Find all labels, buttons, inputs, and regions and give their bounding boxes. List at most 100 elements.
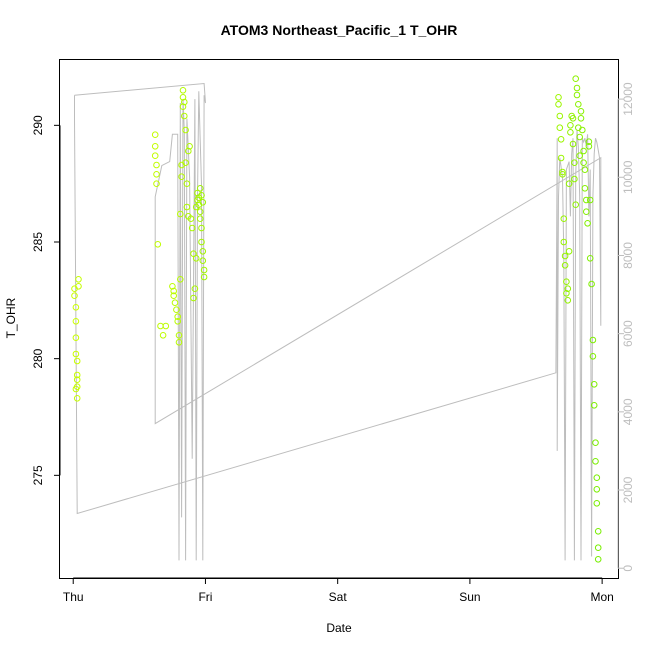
data-point bbox=[188, 224, 196, 232]
chart-title: ATOM3 Northeast_Pacific_1 T_OHR bbox=[221, 22, 458, 38]
data-point bbox=[191, 285, 199, 293]
data-point bbox=[577, 115, 585, 122]
data-point bbox=[73, 357, 81, 365]
data-point bbox=[177, 276, 184, 283]
data-point bbox=[577, 108, 585, 115]
data-point bbox=[175, 332, 183, 339]
data-point bbox=[569, 115, 577, 122]
data-point bbox=[563, 290, 570, 297]
data-point bbox=[75, 276, 82, 283]
data-point bbox=[170, 292, 177, 300]
data-point bbox=[179, 94, 187, 101]
data-point bbox=[556, 124, 564, 131]
data-point bbox=[561, 262, 569, 269]
data-point bbox=[593, 474, 601, 482]
data-point bbox=[198, 238, 205, 246]
data-point bbox=[563, 278, 570, 286]
data-point bbox=[154, 241, 162, 248]
data-point bbox=[75, 283, 82, 290]
y-tick-right-label: 0 bbox=[621, 565, 635, 572]
data-point bbox=[174, 318, 181, 325]
data-point bbox=[579, 126, 586, 134]
data-point bbox=[173, 306, 180, 314]
data-point bbox=[73, 371, 81, 379]
data-point bbox=[567, 122, 574, 129]
data-point bbox=[151, 131, 159, 138]
data-point bbox=[561, 252, 569, 260]
point-series-layer bbox=[71, 75, 602, 563]
data-point bbox=[571, 159, 578, 166]
data-point bbox=[153, 180, 160, 187]
data-point bbox=[177, 210, 184, 218]
data-point bbox=[72, 350, 80, 358]
data-point bbox=[555, 94, 562, 101]
data-point bbox=[559, 171, 566, 178]
data-point bbox=[588, 280, 595, 288]
data-point bbox=[170, 287, 177, 295]
data-point bbox=[573, 84, 581, 92]
data-point bbox=[186, 143, 193, 150]
data-point bbox=[182, 159, 189, 166]
data-point bbox=[181, 98, 188, 106]
y-tick-right-label: 4000 bbox=[621, 398, 635, 425]
data-point bbox=[183, 180, 191, 187]
data-point bbox=[73, 395, 81, 402]
y-axis-left: 275 280 285 290 bbox=[31, 115, 61, 485]
data-point bbox=[199, 257, 207, 265]
y-tick-left-label: 290 bbox=[31, 115, 45, 135]
data-point bbox=[586, 254, 594, 262]
data-point bbox=[171, 299, 179, 307]
data-point bbox=[175, 339, 183, 346]
y-tick-right-label: 12000 bbox=[621, 82, 635, 116]
data-point bbox=[571, 175, 578, 183]
x-tick-label: Fri bbox=[198, 590, 212, 604]
data-point bbox=[179, 87, 187, 94]
x-tick-label: Thu bbox=[63, 590, 84, 604]
x-tick-label: Mon bbox=[590, 590, 613, 604]
y-tick-right-label: 2000 bbox=[621, 476, 635, 503]
data-point bbox=[198, 224, 205, 232]
y-tick-right-label: 10000 bbox=[621, 160, 635, 194]
data-point bbox=[589, 353, 597, 360]
data-point bbox=[585, 138, 593, 145]
data-point bbox=[557, 154, 565, 162]
data-point bbox=[584, 220, 591, 227]
data-point bbox=[185, 147, 192, 155]
data-point bbox=[159, 332, 167, 339]
data-point bbox=[192, 254, 200, 262]
data-point bbox=[585, 143, 593, 150]
data-point bbox=[153, 161, 160, 169]
data-point bbox=[72, 385, 80, 393]
x-axis-label: Date bbox=[326, 621, 352, 635]
data-point bbox=[586, 196, 594, 204]
data-point bbox=[183, 203, 191, 211]
data-point bbox=[182, 126, 189, 134]
data-point bbox=[72, 318, 80, 325]
data-point bbox=[593, 486, 601, 493]
data-point bbox=[565, 180, 573, 187]
y-axis-right: 0 2000 4000 6000 8000 10000 12000 bbox=[617, 82, 635, 572]
data-point bbox=[590, 402, 598, 409]
data-point bbox=[178, 173, 185, 180]
data-point bbox=[181, 112, 188, 120]
data-point bbox=[555, 101, 562, 108]
data-point bbox=[559, 168, 566, 176]
data-point bbox=[581, 185, 589, 192]
data-point bbox=[187, 215, 195, 222]
data-point bbox=[200, 273, 208, 281]
data-point bbox=[196, 185, 204, 192]
data-point bbox=[153, 171, 160, 178]
data-point bbox=[569, 140, 577, 148]
data-point bbox=[174, 313, 181, 321]
y-tick-left-label: 285 bbox=[31, 232, 45, 252]
x-tick-label: Sun bbox=[459, 590, 480, 604]
data-point bbox=[592, 439, 599, 447]
data-point bbox=[583, 208, 590, 215]
data-point bbox=[557, 136, 565, 143]
data-point bbox=[190, 294, 197, 302]
y-tick-right-label: 6000 bbox=[621, 320, 635, 347]
data-point bbox=[583, 196, 590, 204]
data-point bbox=[151, 152, 159, 159]
data-point bbox=[73, 376, 81, 384]
